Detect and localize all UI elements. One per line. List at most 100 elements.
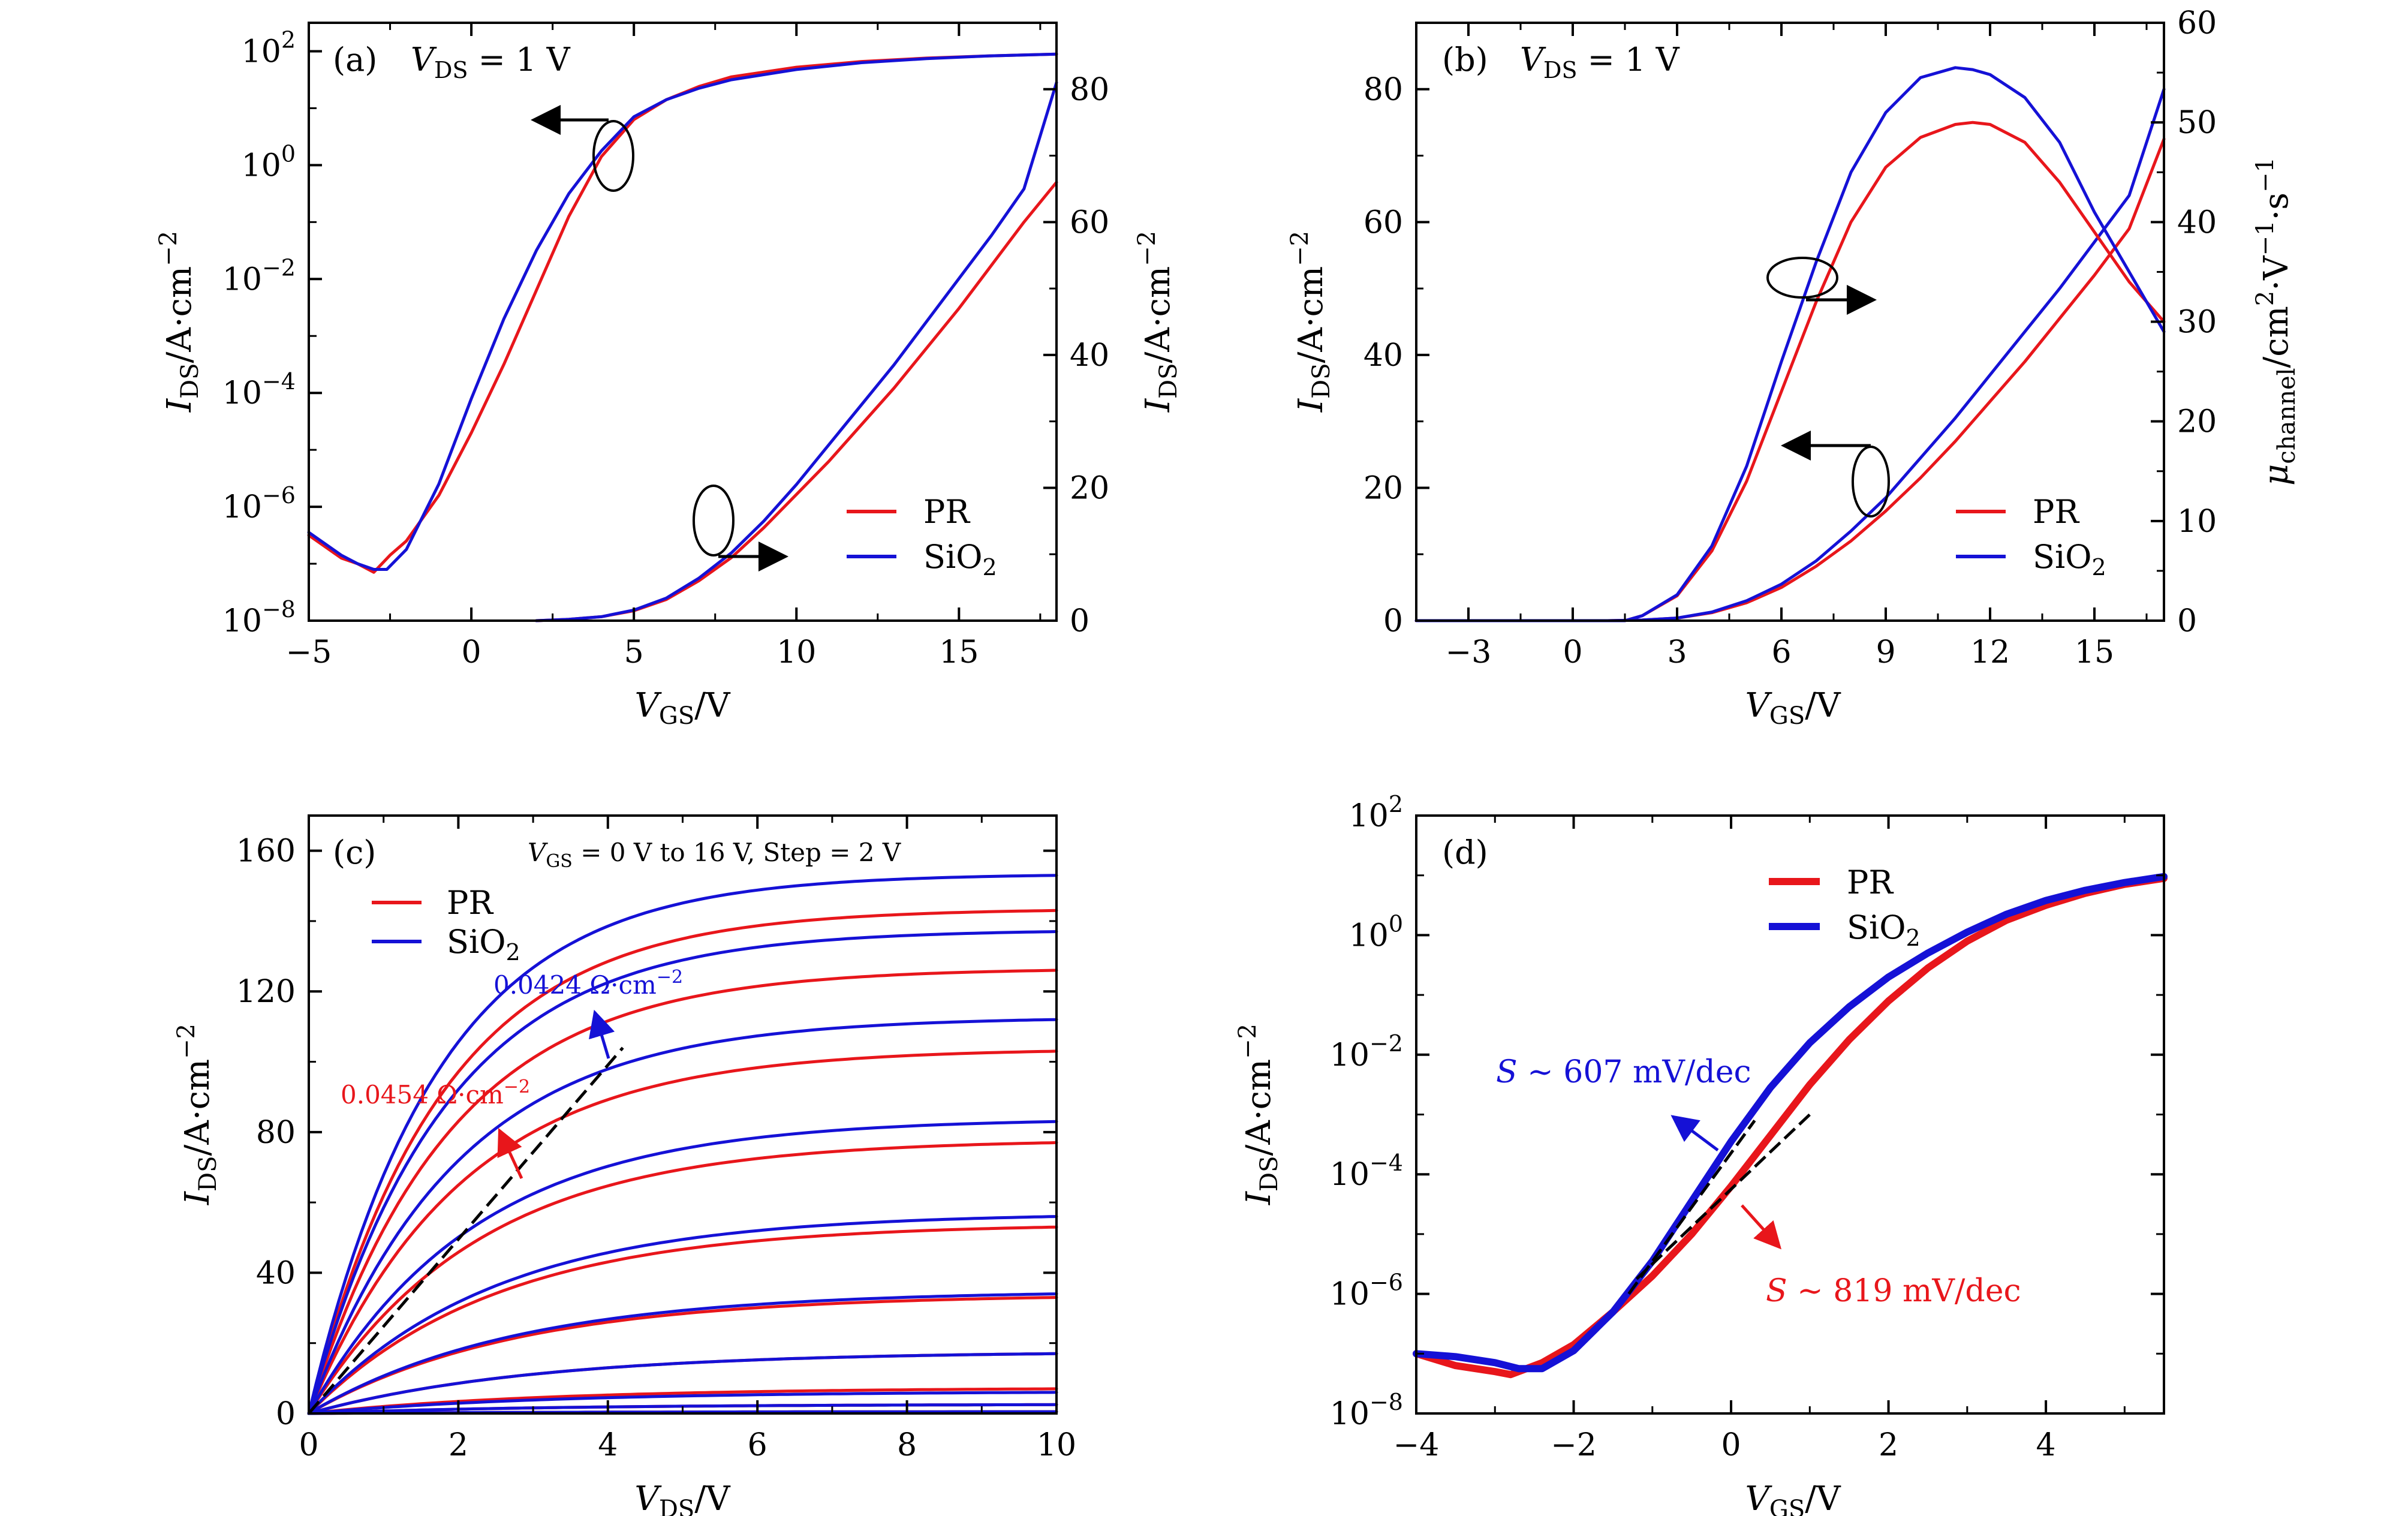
y-tick-label: 80 (256, 1115, 296, 1151)
panel-d-legend: PR SiO2 (1769, 864, 1921, 951)
series-sio2-vgs-2 (307, 1403, 1058, 1415)
panel-b-curve-group-marker-right (1766, 257, 1838, 299)
panel-b: −3 0 3 6 9 12 15 0 20 40 60 80 0 10 20 30 40 50 60 (b) V… (1286, 5, 2301, 730)
panel-b-x-axis-label: VGS/V (1745, 686, 1841, 730)
panel-d-legend-sio2-label: SiO2 (1847, 909, 1921, 951)
x-tick-label: 10 (776, 634, 816, 670)
y-tick-label: 120 (236, 974, 296, 1010)
series-sio2-vgs-8 (307, 1292, 1058, 1415)
y-tick-label: 10−6 (1330, 1270, 1403, 1313)
panel-a-y-axis-label-right: IDS/A·cm−2 (1133, 231, 1182, 413)
panel-d-y-ticks-left: 10−8 10−6 10−4 10−2 100 102 (1330, 791, 2164, 1432)
panel-a-y-axis-label-left: IDS/A·cm−2 (155, 231, 204, 413)
series-pr-vgs-4 (307, 1387, 1058, 1415)
series-sio2 (1413, 873, 2168, 1373)
series-sio2-vgs-14 (307, 1018, 1058, 1415)
y-tick-label: 100 (242, 140, 296, 184)
y-tick-label: 0 (276, 1396, 296, 1432)
panel-b-plot-area (1414, 66, 2166, 622)
series-sio2-vgs-4 (307, 1391, 1058, 1415)
x-tick-label: 6 (748, 1427, 767, 1463)
panel-b-y-ticks-right: 0 10 20 30 40 50 60 (2151, 5, 2217, 639)
panel-a-legend-sio2-label: SiO2 (923, 538, 997, 580)
panel-a-curve-group-marker-right (693, 485, 735, 557)
panel-d-annotation-sio2-slope: S ~ 607 mV/dec (1496, 1054, 1751, 1090)
panel-a-label: (a) (333, 41, 377, 79)
panel-c-plot-area (307, 874, 1058, 1415)
series-pr-vgs-12 (307, 1141, 1058, 1415)
y-tick-label: 10−4 (1330, 1150, 1403, 1193)
x-tick-label: 9 (1876, 634, 1895, 670)
fit-line-linear-region (308, 1046, 624, 1415)
x-tick-label: −4 (1393, 1427, 1440, 1463)
series-sio2-right-linear (535, 81, 1058, 622)
panel-c-arrow-pr (497, 1127, 523, 1180)
panel-a-legend: PR SiO2 (847, 493, 997, 580)
x-tick-label: 3 (1667, 634, 1687, 670)
panel-d-arrow-pr (1741, 1204, 1782, 1250)
panel-a-plot-area (307, 52, 1058, 622)
y-tick-label: 20 (1070, 470, 1109, 506)
panel-b-y-axis-label-right: μchannel/cm2·V−1·s−1 (2252, 157, 2301, 486)
panel-a-annotation: VDS = 1 V (411, 41, 571, 83)
y-tick-label: 10 (2177, 504, 2217, 540)
panel-c-x-ticks: 0 2 4 6 8 10 (299, 816, 1076, 1463)
x-tick-label: 0 (1563, 634, 1582, 670)
panel-b-legend-pr-label: PR (2033, 493, 2079, 531)
panel-b-legend-sio2-label: SiO2 (2033, 538, 2106, 580)
y-tick-label: 10−8 (1330, 1389, 1403, 1432)
series-pr-left-log (307, 52, 1058, 574)
x-tick-label: 12 (1970, 634, 2010, 670)
panel-d-y-axis-label-left: IDS/A·cm−2 (1234, 1024, 1283, 1205)
panel-c-legend-sio2-label: SiO2 (447, 923, 520, 965)
x-tick-label: 0 (462, 634, 481, 670)
fit-line-sio2 (1627, 1120, 1756, 1295)
panel-d-plot-area (1413, 873, 2168, 1379)
x-tick-label: 15 (2075, 634, 2114, 670)
series-pr-vgs-18 (307, 909, 1058, 1415)
panel-d-legend-pr-label: PR (1847, 864, 1894, 901)
x-tick-label: 0 (299, 1427, 318, 1463)
y-tick-label: 50 (2177, 105, 2217, 141)
y-tick-label: 0 (2177, 603, 2197, 639)
panel-c-label: (c) (333, 834, 376, 871)
y-tick-label: 80 (1363, 72, 1403, 108)
x-tick-label: −2 (1551, 1427, 1597, 1463)
x-tick-label: 15 (939, 634, 979, 670)
y-tick-label: 80 (1070, 72, 1109, 108)
panel-a: −5 0 5 10 15 10−8 10−6 10−4 10−2 100 102 0 20 40 60 8… (155, 22, 1182, 730)
x-tick-label: 0 (1721, 1427, 1741, 1463)
panel-b-curve-group-marker-left (1852, 446, 1890, 518)
y-tick-label: 102 (1349, 791, 1403, 834)
panel-b-y-axis-label-left: IDS/A·cm−2 (1286, 231, 1335, 413)
series-pr-vgs-8 (307, 1296, 1058, 1415)
panel-b-frame (1415, 22, 2165, 622)
y-tick-label: 20 (2177, 404, 2217, 440)
x-tick-label: 8 (897, 1427, 917, 1463)
y-tick-label: 10−2 (1330, 1030, 1403, 1073)
y-tick-label: 40 (1070, 338, 1109, 374)
panel-c-annotation: VGS = 0 V to 16 V, Step = 2 V (528, 838, 901, 872)
series-pr-vgs-10 (307, 1225, 1058, 1415)
y-tick-label: 20 (1363, 470, 1403, 506)
panel-b-y-ticks-left: 0 20 40 60 80 (1363, 22, 1429, 639)
y-tick-label: 60 (1363, 204, 1403, 240)
panel-a-x-axis-label: VGS/V (634, 686, 731, 730)
panel-a-y-ticks-right: 0 20 40 60 80 (1043, 22, 1109, 639)
y-tick-label: 0 (1383, 603, 1403, 639)
y-tick-label: 10−8 (222, 596, 296, 639)
series-sio2-vgs-16 (307, 930, 1058, 1415)
y-tick-label: 60 (2177, 5, 2217, 41)
panel-d: −4 −2 0 2 4 10−8 10−6 10−4 10−2 100 102 (d) VGS/V… (1234, 791, 2168, 1516)
y-tick-label: 0 (1070, 603, 1089, 639)
panel-c-legend-pr-label: PR (447, 884, 493, 922)
y-tick-label: 10−4 (222, 368, 296, 411)
x-tick-label: 5 (624, 634, 644, 670)
x-tick-label: 6 (1771, 634, 1791, 670)
series-sio2-vgs-12 (307, 1120, 1058, 1415)
panel-c-arrow-sio2 (589, 1009, 615, 1059)
panel-a-curve-group-marker-left (592, 120, 634, 192)
panel-c-annotation-sio2-resistance: 0.0424 Ω·cm−2 (493, 967, 683, 1000)
series-sio2-vgs-18 (307, 874, 1058, 1415)
